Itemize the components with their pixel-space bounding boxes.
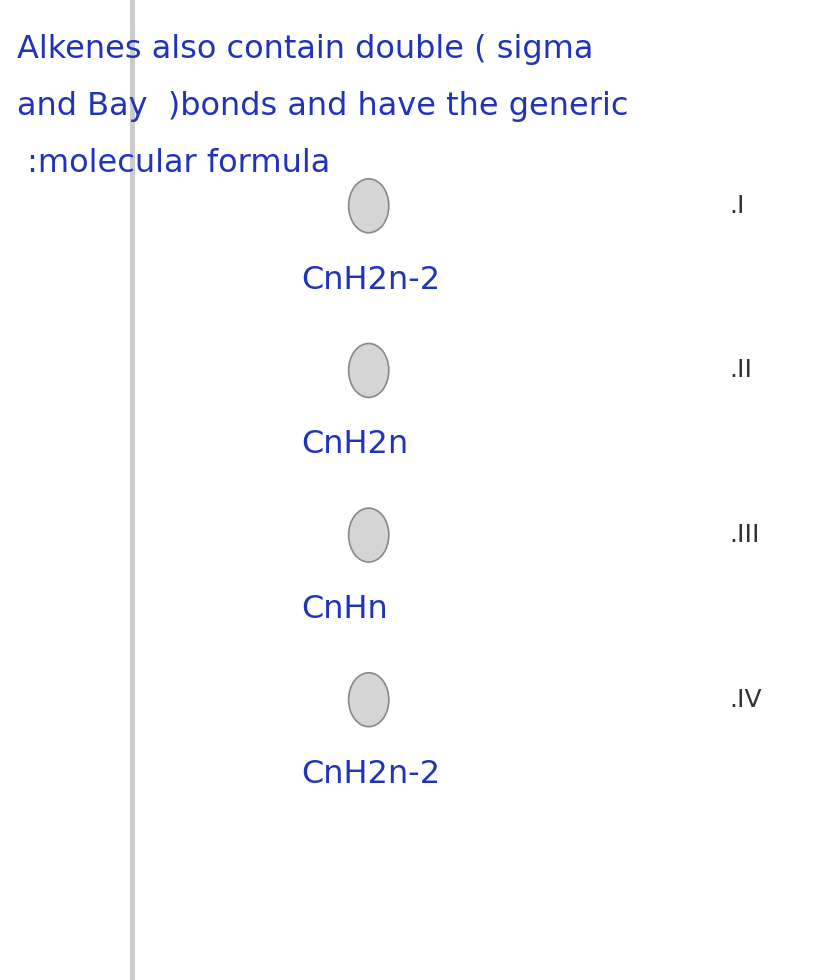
Ellipse shape [349,508,389,562]
Ellipse shape [349,343,389,398]
Text: .I: .I [729,194,744,218]
Text: :molecular formula: :molecular formula [17,148,330,179]
Text: and Bay  )bonds and have the generic: and Bay )bonds and have the generic [17,91,628,122]
Text: Alkenes also contain double ( sigma: Alkenes also contain double ( sigma [17,34,593,66]
Text: .III: .III [729,523,759,547]
Text: .IV: .IV [729,688,762,711]
Text: CnH2n-2: CnH2n-2 [302,759,441,790]
Text: .II: .II [729,359,752,382]
Bar [130,0,135,980]
Ellipse shape [349,178,389,232]
Text: CnH2n: CnH2n [302,429,409,461]
Text: CnHn: CnHn [302,594,389,625]
Ellipse shape [349,672,389,727]
Text: CnH2n-2: CnH2n-2 [302,265,441,296]
